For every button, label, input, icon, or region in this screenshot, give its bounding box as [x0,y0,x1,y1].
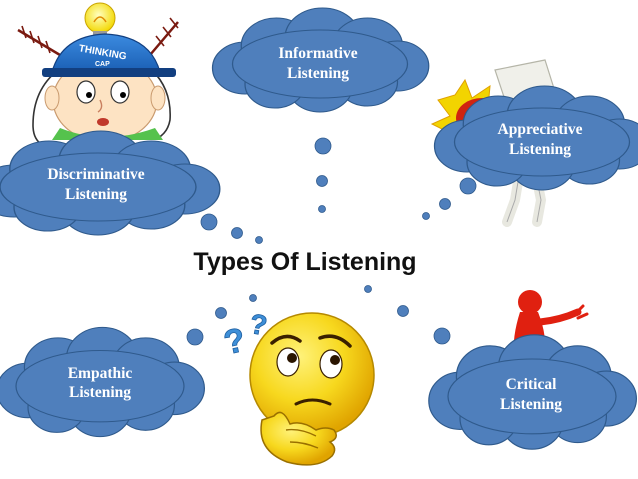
bubble [186,328,204,346]
bubble [364,285,372,293]
question-mark-icon: ? [247,308,269,342]
appreciative-line1: Appreciative [498,121,583,138]
informative-line1: Informative [278,45,357,62]
critical-line1: Critical [506,376,557,393]
discriminative-line2: Listening [65,186,127,203]
thinking-smiley-illustration: ? ? [220,307,375,466]
bubble [397,305,409,317]
bubble [314,137,332,155]
bubble [231,227,243,239]
appreciative-line2: Listening [509,141,571,158]
cloud-critical: Critical Listening [428,334,638,450]
light-bulb-icon [84,2,116,39]
bubble [316,175,328,187]
bubble [459,177,477,195]
cloud-empathic: Empathic Listening [0,326,206,438]
bubble [215,307,227,319]
cloud-informative: Informative Listening [211,7,430,113]
informative-line2: Listening [287,65,349,82]
cloud-appreciative: Appreciative Listening [433,85,638,191]
empathic-line2: Listening [69,384,131,401]
bubble [318,205,326,213]
bubble [422,212,430,220]
question-mark-icon: ? [221,321,249,362]
discriminative-line1: Discriminative [47,166,144,183]
diagram-title: Types Of Listening [193,248,416,276]
cloud-discriminative: Discriminative Listening [0,130,221,236]
bubble [249,294,257,302]
critical-line2: Listening [500,396,562,413]
bubble [433,327,451,345]
bubble [200,213,218,231]
bubble [255,236,263,244]
thinking-cap-boy-illustration: THINKING CAP [17,2,179,146]
bubble [439,198,451,210]
thought-bubbles [186,137,477,346]
cap-sublabel: CAP [95,61,110,68]
empathic-line1: Empathic [68,365,133,382]
